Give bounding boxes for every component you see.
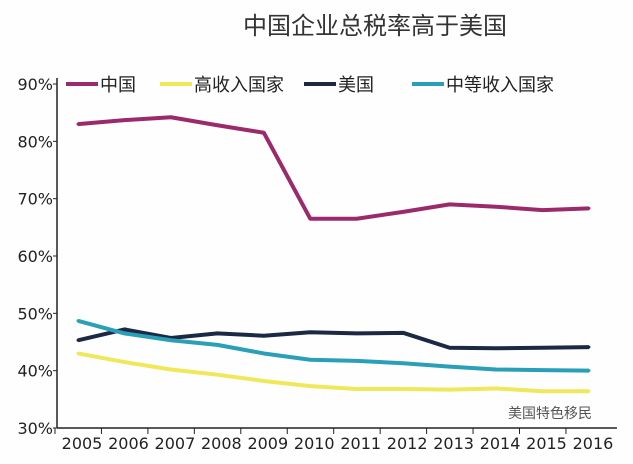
data-point — [587, 369, 591, 373]
data-point — [122, 327, 126, 331]
data-point — [262, 334, 266, 338]
data-point — [401, 361, 405, 365]
x-tick-label: 2005 — [62, 434, 103, 453]
data-point — [494, 368, 498, 372]
x-tick-label: 2009 — [247, 434, 288, 453]
y-tick-label: 90% — [17, 75, 53, 94]
data-point — [262, 351, 266, 355]
y-tick-label: 40% — [17, 362, 53, 381]
series-line-0 — [77, 115, 590, 221]
data-point — [76, 319, 80, 323]
data-point — [541, 368, 544, 372]
data-point — [122, 331, 126, 335]
data-point — [76, 122, 80, 126]
x-tick-label: 2015 — [526, 434, 567, 453]
legend-label: 中国 — [100, 75, 136, 96]
data-point — [401, 210, 405, 214]
data-point — [215, 123, 219, 127]
legend-label: 高收入国家 — [194, 75, 284, 96]
x-tick-label: 2016 — [573, 434, 614, 453]
y-tick-label: 50% — [17, 304, 53, 323]
data-point — [76, 351, 80, 355]
data-point — [355, 359, 359, 363]
data-point — [587, 389, 591, 393]
data-point — [587, 206, 591, 210]
data-point — [308, 217, 312, 221]
x-tick-label: 2007 — [155, 434, 196, 453]
data-point — [355, 387, 359, 391]
data-point — [308, 358, 312, 362]
data-point — [76, 338, 80, 342]
data-point — [215, 373, 219, 377]
series-line-2 — [77, 327, 589, 351]
data-point — [448, 202, 452, 206]
data-point — [401, 331, 405, 335]
data-point — [448, 388, 452, 392]
legend-label: 美国 — [338, 75, 374, 96]
x-tick-label: 2014 — [480, 434, 521, 453]
data-point — [448, 346, 452, 350]
chart-title: 中国企业总税率高于美国 — [243, 12, 507, 40]
data-point — [308, 384, 312, 388]
legend-label: 中等收入国家 — [446, 75, 554, 96]
data-point — [169, 368, 173, 372]
data-point — [262, 379, 266, 383]
data-point — [401, 387, 405, 391]
data-point — [262, 131, 266, 135]
y-tick-label: 60% — [17, 247, 53, 266]
x-tick-label: 2010 — [294, 434, 335, 453]
series-line-1 — [77, 351, 589, 394]
data-point — [122, 360, 126, 364]
x-tick-label: 2012 — [387, 434, 428, 453]
data-point — [494, 346, 498, 350]
data-point — [355, 217, 359, 221]
data-point — [494, 386, 498, 390]
watermark-text: 美国特色移民 — [508, 405, 592, 422]
data-point — [541, 208, 544, 212]
data-point — [494, 205, 498, 209]
data-point — [122, 118, 126, 122]
x-tick-label: 2011 — [340, 434, 381, 453]
y-tick-label: 30% — [17, 419, 53, 438]
x-tick-label: 2013 — [433, 434, 474, 453]
data-point — [355, 331, 359, 335]
data-point — [587, 345, 591, 349]
data-point — [169, 338, 173, 342]
data-point — [448, 365, 452, 369]
x-tick-label: 2008 — [201, 434, 242, 453]
series-line-3 — [77, 318, 589, 373]
data-point — [308, 330, 312, 334]
data-point — [169, 115, 173, 119]
y-tick-label: 80% — [17, 132, 53, 151]
data-point — [541, 346, 544, 350]
data-point — [541, 389, 544, 393]
data-point — [215, 343, 219, 347]
y-tick-label: 70% — [17, 190, 53, 209]
data-point — [215, 331, 219, 335]
x-tick-label: 2006 — [108, 434, 149, 453]
